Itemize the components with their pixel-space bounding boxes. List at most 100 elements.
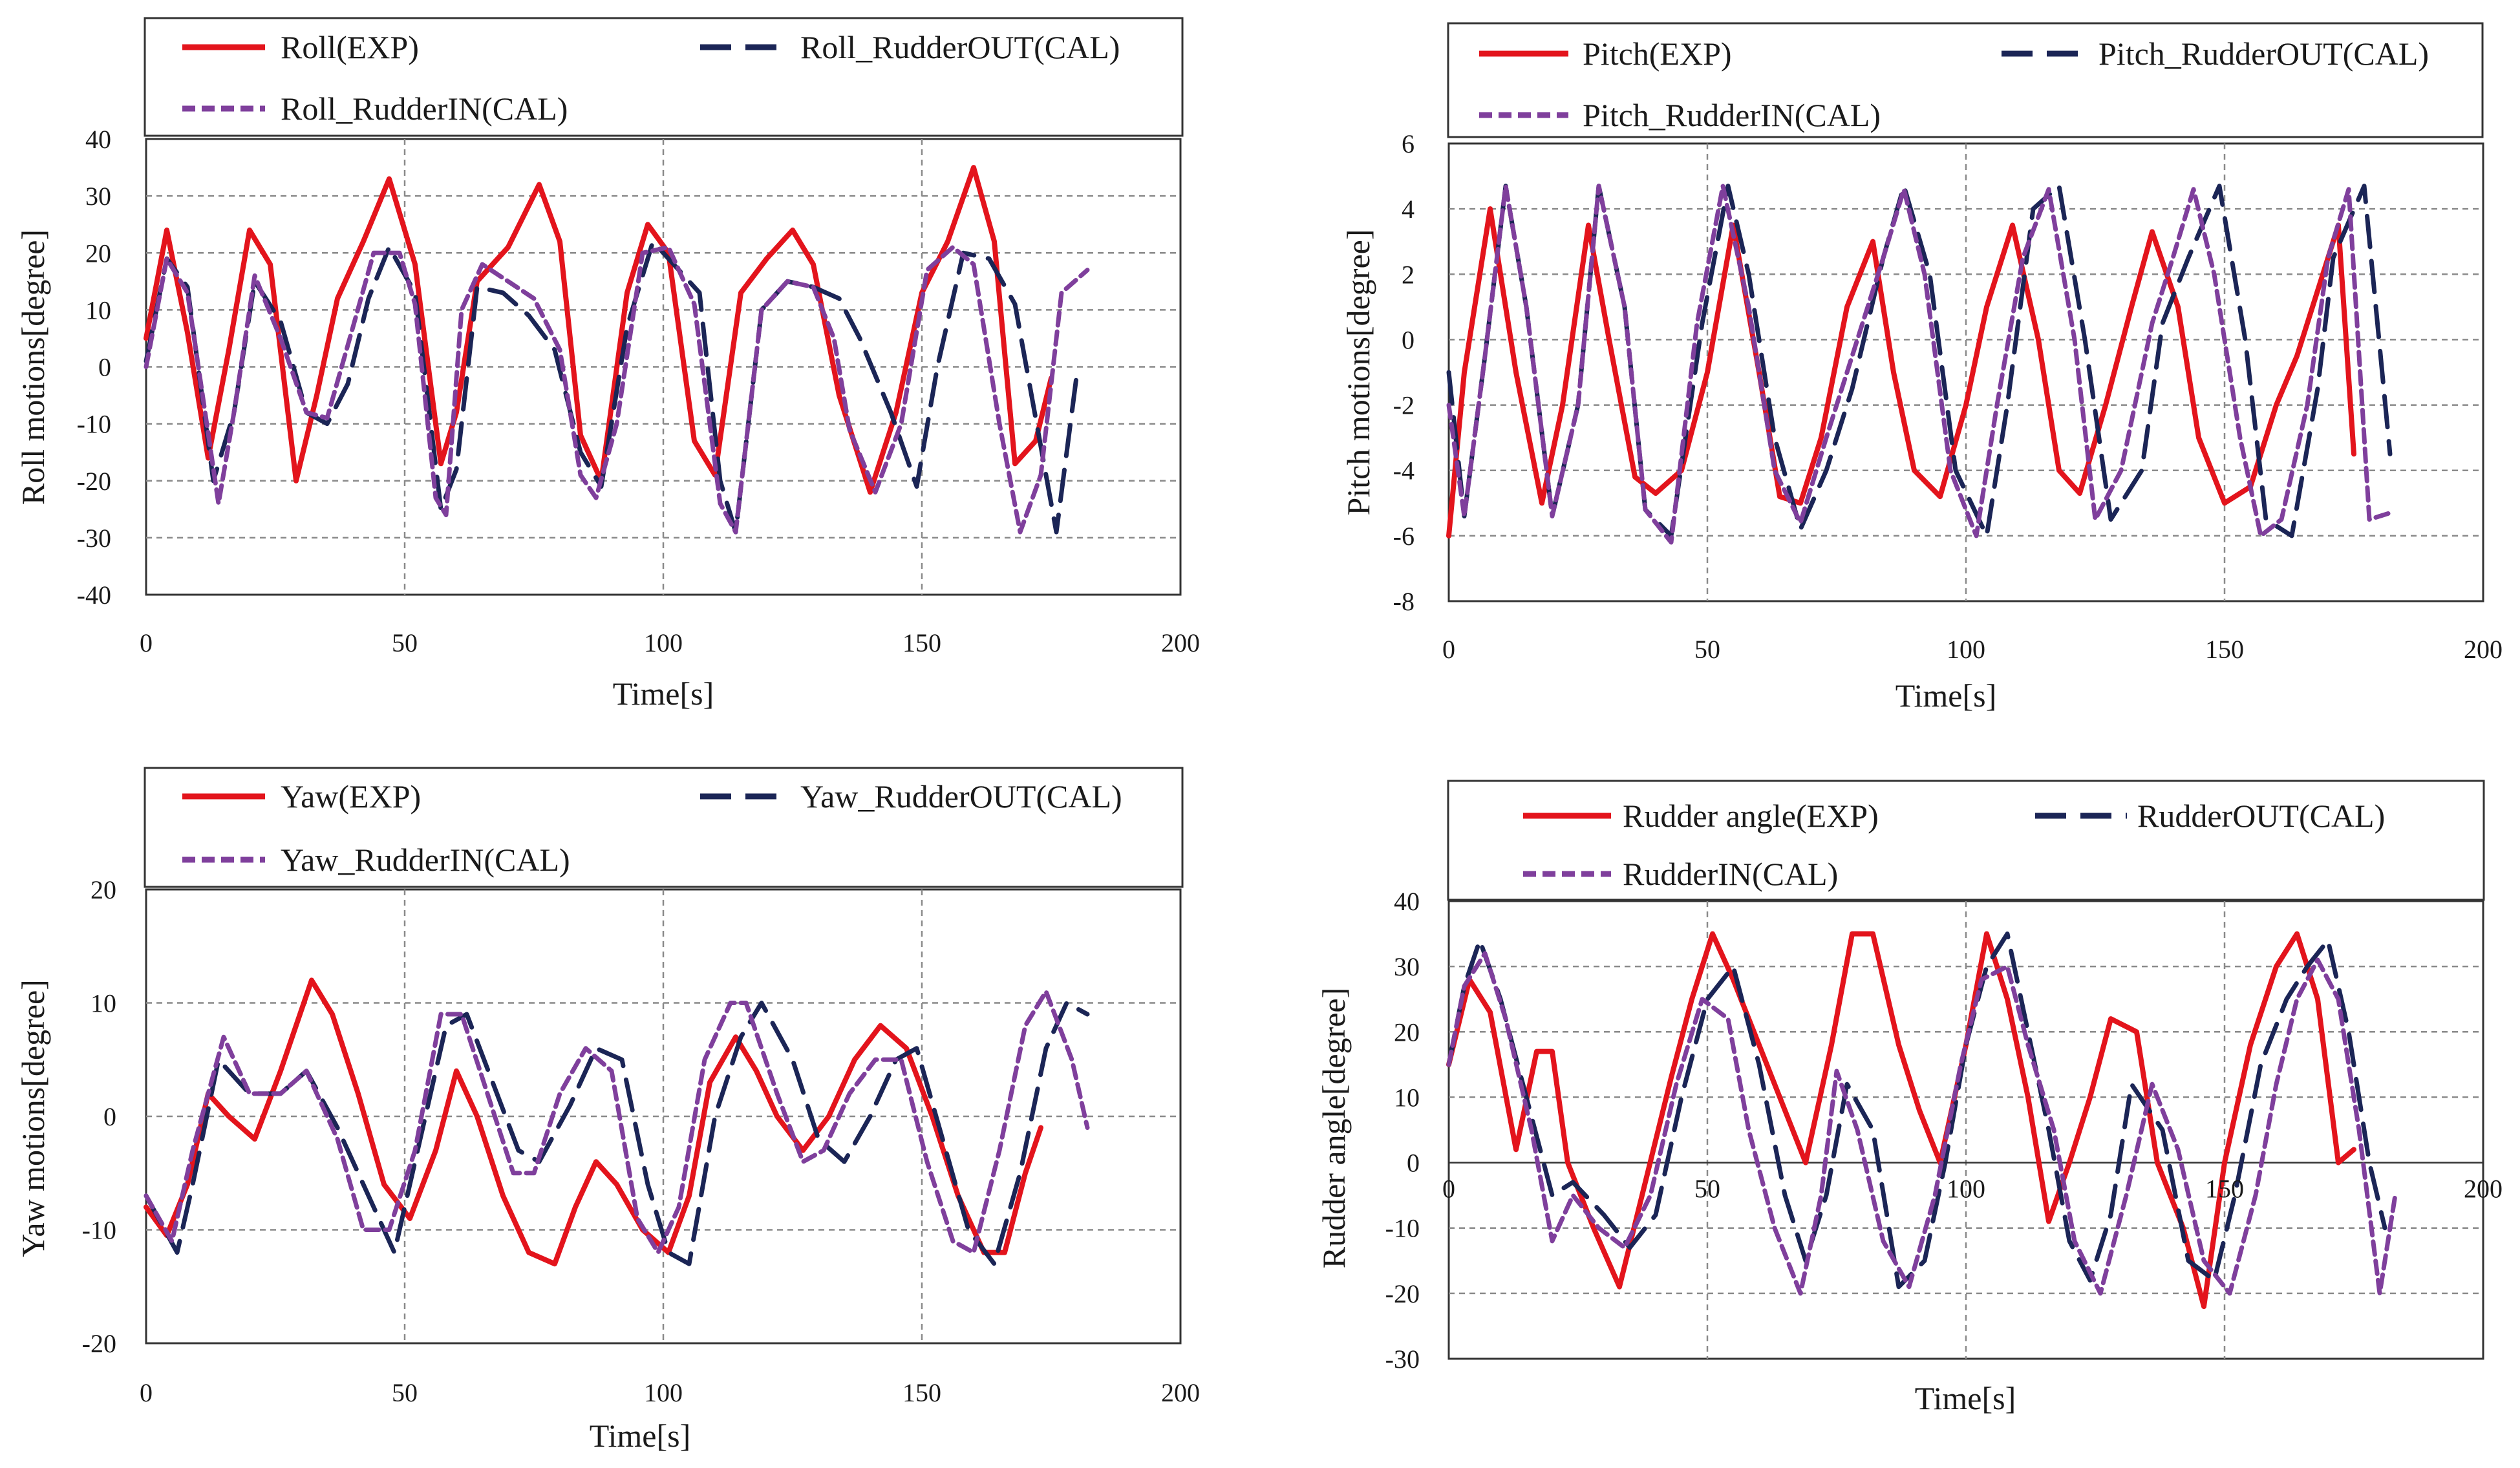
rudder-ytick-label: -30: [1385, 1345, 1420, 1374]
pitch-xtick-label: 50: [1694, 635, 1720, 664]
roll-ytick-label: -30: [77, 524, 111, 553]
yaw-ytick-label: -20: [82, 1329, 116, 1358]
pitch-ytick-label: 0: [1402, 325, 1415, 354]
roll-series-in: [144, 244, 1090, 535]
roll-ytick-label: 20: [85, 239, 111, 268]
rudder-y-ticks: -30 -20 -10 0 10 20 30 40: [1385, 887, 1420, 1374]
panel-yaw: Yaw(EXP) Yaw_RudderOUT(CAL) Yaw_RudderIN…: [15, 767, 1200, 1454]
roll-xtick-label: 50: [392, 628, 418, 657]
roll-ytick-label: 30: [85, 182, 111, 211]
rudder-y-axis-label: Rudder angle[degree]: [1316, 988, 1352, 1269]
yaw-series-exp: [144, 977, 1043, 1267]
rudder-ytick-label: -20: [1385, 1279, 1420, 1308]
pitch-xtick-label: 100: [1947, 635, 1985, 664]
yaw-x-axis-label: Time[s]: [590, 1418, 691, 1454]
roll-ytick-label: 40: [85, 125, 111, 154]
panel-rudder: Rudder angle(EXP) RudderOUT(CAL) RudderI…: [1316, 780, 2503, 1416]
rudder-xtick-label: 0: [1442, 1175, 1455, 1204]
pitch-legend-label-in: Pitch_RudderIN(CAL): [1583, 97, 1881, 133]
roll-x-axis-label: Time[s]: [613, 675, 714, 712]
rudder-series-out: [1446, 931, 2387, 1290]
roll-legend-label-in: Roll_RudderIN(CAL): [281, 90, 568, 127]
panel-roll: Roll(EXP) Roll_RudderOUT(CAL) Roll_Rudde…: [15, 17, 1200, 712]
rudder-x-axis-label: Time[s]: [1915, 1380, 2016, 1416]
pitch-y-ticks: -8 -6 -4 -2 0 2 4 6: [1393, 129, 1415, 616]
roll-series-group: [144, 165, 1090, 535]
roll-ytick-label: -40: [77, 580, 111, 610]
roll-ytick-label: 10: [85, 295, 111, 324]
yaw-legend-label-out: Yaw_RudderOUT(CAL): [800, 778, 1122, 814]
pitch-ytick-label: 2: [1402, 260, 1415, 289]
rudder-legend-label-exp: Rudder angle(EXP): [1623, 798, 1879, 834]
rudder-ytick-label: 10: [1394, 1083, 1420, 1112]
rudder-xtick-label: 50: [1694, 1175, 1720, 1204]
yaw-y-ticks: -20 -10 0 10 20: [82, 875, 116, 1358]
yaw-ytick-label: -10: [82, 1216, 116, 1245]
yaw-xtick-label: 150: [902, 1378, 941, 1407]
pitch-legend-box: [1447, 22, 2484, 138]
pitch-xtick-label: 0: [1442, 635, 1455, 664]
roll-legend-box: [144, 17, 1184, 137]
yaw-y-axis-label: Yaw motions[degree]: [15, 979, 51, 1257]
rudder-xtick-label: 150: [2205, 1175, 2244, 1204]
roll-xtick-label: 150: [902, 628, 941, 657]
pitch-ytick-label: 4: [1402, 195, 1415, 224]
pitch-ytick-label: 6: [1402, 129, 1415, 158]
pitch-y-axis-label: Pitch motions[degree]: [1340, 229, 1376, 516]
roll-xtick-label: 100: [644, 628, 683, 657]
panel-pitch: Pitch(EXP) Pitch_RudderOUT(CAL) Pitch_Ru…: [1340, 22, 2503, 714]
pitch-xtick-label: 200: [2464, 635, 2503, 664]
yaw-ytick-label: 20: [91, 875, 116, 904]
rudder-xtick-label: 200: [2464, 1175, 2503, 1204]
rudder-ytick-label: 30: [1394, 952, 1420, 981]
rudder-series-group: [1446, 931, 2398, 1310]
roll-series-exp: [144, 165, 1054, 495]
roll-legend-label-exp: Roll(EXP): [281, 29, 419, 65]
rudder-ytick-label: 0: [1407, 1149, 1420, 1178]
roll-xtick-label: 200: [1161, 628, 1200, 657]
yaw-ytick-label: 10: [91, 989, 116, 1018]
pitch-series-in: [1446, 184, 2393, 545]
yaw-ytick-label: 0: [103, 1102, 116, 1131]
yaw-legend-label-exp: Yaw(EXP): [281, 778, 421, 814]
rudder-series-in: [1446, 951, 2398, 1296]
rudder-x-ticks: 0 50 100 150 200: [1442, 1175, 2503, 1204]
rudder-legend-label-in: RudderIN(CAL): [1623, 856, 1838, 892]
pitch-series-exp: [1446, 206, 2356, 538]
yaw-x-ticks: 0 50 100 150 200: [140, 1378, 1200, 1407]
roll-ytick-label: 0: [98, 353, 111, 382]
yaw-xtick-label: 200: [1161, 1378, 1200, 1407]
rudder-legend-label-out: RudderOUT(CAL): [2137, 798, 2385, 834]
pitch-ytick-label: -6: [1393, 522, 1415, 551]
pitch-x-axis-label: Time[s]: [1895, 677, 1997, 714]
yaw-xtick-label: 50: [392, 1378, 418, 1407]
yaw-series-group: [144, 977, 1090, 1267]
pitch-x-ticks: 0 50 100 150 200: [1442, 635, 2503, 664]
roll-legend-label-out: Roll_RudderOUT(CAL): [800, 29, 1120, 65]
roll-ytick-label: -20: [77, 467, 111, 496]
pitch-ytick-label: -2: [1393, 391, 1415, 420]
pitch-series-out: [1446, 184, 2393, 538]
yaw-xtick-label: 0: [140, 1378, 153, 1407]
rudder-legend-box: [1447, 780, 2485, 901]
rudder-ytick-label: 20: [1394, 1017, 1420, 1047]
rudder-ytick-label: -10: [1385, 1214, 1420, 1243]
pitch-ytick-label: -4: [1393, 456, 1415, 485]
pitch-legend-label-out: Pitch_RudderOUT(CAL): [2098, 36, 2429, 72]
roll-y-axis-label: Roll motions[degree]: [15, 229, 51, 505]
yaw-xtick-label: 100: [644, 1378, 683, 1407]
roll-xtick-label: 0: [140, 628, 153, 657]
pitch-series-group: [1446, 184, 2393, 545]
roll-y-ticks: -40 -30 -20 -10 0 10 20 30 40: [77, 125, 111, 610]
pitch-xtick-label: 150: [2205, 635, 2244, 664]
roll-ytick-label: -10: [77, 410, 111, 439]
yaw-legend-box: [144, 767, 1184, 888]
rudder-xtick-label: 100: [1947, 1175, 1985, 1204]
yaw-series-in: [144, 989, 1090, 1255]
pitch-ytick-label: -8: [1393, 587, 1415, 616]
pitch-legend-label-exp: Pitch(EXP): [1583, 36, 1732, 72]
roll-x-ticks: 0 50 100 150 200: [140, 628, 1200, 657]
rudder-ytick-label: 40: [1394, 887, 1420, 916]
yaw-legend-label-in: Yaw_RudderIN(CAL): [281, 842, 570, 878]
